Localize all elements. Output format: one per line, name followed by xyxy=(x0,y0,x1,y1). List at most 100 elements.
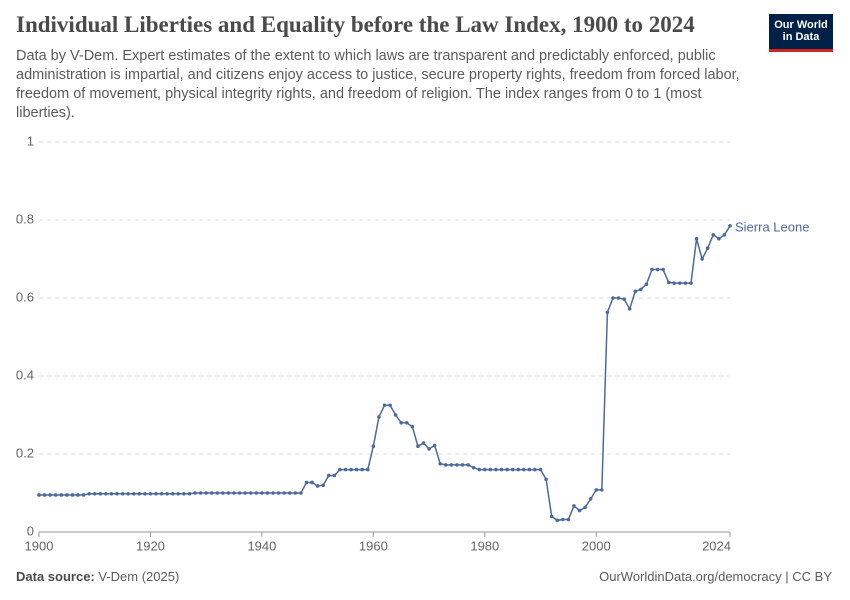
x-tick-label: 2024 xyxy=(702,538,731,553)
data-point xyxy=(76,493,80,497)
data-point xyxy=(572,504,576,508)
data-point xyxy=(655,267,660,272)
data-point xyxy=(354,467,359,472)
data-point xyxy=(388,403,392,408)
data-point xyxy=(644,282,649,287)
data-point xyxy=(577,508,582,513)
data-point xyxy=(265,491,270,495)
data-point xyxy=(600,488,604,492)
data-point xyxy=(499,467,504,472)
data-point xyxy=(159,491,164,496)
data-point xyxy=(516,467,521,472)
data-point xyxy=(533,467,537,472)
data-point xyxy=(338,467,342,472)
data-point xyxy=(505,467,509,472)
x-tick-label: 1920 xyxy=(136,538,165,553)
data-point xyxy=(728,224,732,228)
data-point xyxy=(404,421,409,425)
source-label: Data source: xyxy=(16,569,95,584)
x-tick-label: 1960 xyxy=(359,538,388,553)
data-point xyxy=(299,491,303,495)
data-point xyxy=(627,307,632,311)
data-point xyxy=(689,281,693,285)
data-point xyxy=(332,473,337,478)
data-point xyxy=(393,413,398,417)
data-point xyxy=(471,465,476,470)
data-point xyxy=(59,493,64,497)
logo-line: Our World xyxy=(774,19,828,31)
data-point xyxy=(583,505,587,510)
data-point xyxy=(226,491,231,495)
data-point xyxy=(221,491,225,495)
data-point xyxy=(304,480,309,485)
data-point xyxy=(349,467,353,472)
data-point xyxy=(666,280,671,285)
y-tick-label: 0 xyxy=(27,523,34,538)
data-point xyxy=(661,267,665,272)
data-point xyxy=(310,480,314,485)
data-point xyxy=(678,281,682,285)
data-point xyxy=(705,246,710,250)
data-point xyxy=(443,463,448,467)
data-point xyxy=(187,491,192,496)
data-point xyxy=(494,467,498,472)
data-point xyxy=(683,281,688,285)
data-point xyxy=(53,493,58,497)
data-point xyxy=(92,491,97,496)
data-point xyxy=(717,236,721,241)
data-point xyxy=(198,491,203,495)
data-point xyxy=(410,424,415,429)
series-label: Sierra Leone xyxy=(735,219,809,234)
data-point xyxy=(65,493,69,497)
data-point xyxy=(510,467,515,472)
x-tick-label: 1980 xyxy=(470,538,499,553)
data-point xyxy=(176,491,181,496)
data-point xyxy=(527,467,532,472)
data-point xyxy=(483,467,487,472)
data-point xyxy=(466,463,470,467)
data-point xyxy=(170,491,175,496)
data-point xyxy=(449,463,454,467)
data-point xyxy=(399,421,404,425)
y-tick-label: 0.2 xyxy=(16,445,34,460)
data-point xyxy=(594,488,599,492)
data-point xyxy=(87,491,91,496)
data-point xyxy=(538,467,543,472)
data-point xyxy=(460,463,465,467)
data-point xyxy=(371,444,376,449)
data-point xyxy=(711,233,716,237)
data-point xyxy=(137,491,142,496)
data-point xyxy=(143,491,147,496)
footer[interactable]: OurWorldinData.org/democracy | CC BY xyxy=(599,569,832,584)
data-point xyxy=(165,491,169,496)
data-point xyxy=(700,257,704,261)
data-point xyxy=(215,491,220,495)
y-tick-label: 0.6 xyxy=(16,289,34,304)
data-point xyxy=(70,493,75,497)
data-point xyxy=(522,467,526,472)
data-point xyxy=(271,491,275,495)
data-point xyxy=(148,491,153,496)
data-point xyxy=(488,467,493,472)
data-point xyxy=(566,517,571,522)
data-point xyxy=(421,441,426,445)
data-point xyxy=(120,491,125,496)
data-point xyxy=(544,477,548,482)
data-point xyxy=(42,493,47,497)
x-tick-label: 1940 xyxy=(247,538,276,553)
data-point xyxy=(616,296,621,300)
data-point xyxy=(193,491,197,495)
data-point xyxy=(48,493,52,497)
data-point xyxy=(282,491,286,495)
data-point xyxy=(416,444,420,449)
data-point xyxy=(694,236,699,241)
data-point xyxy=(477,467,482,472)
data-point xyxy=(432,443,437,448)
data-point xyxy=(98,491,103,496)
data-point xyxy=(260,491,264,495)
data-point xyxy=(360,467,365,472)
data-point xyxy=(561,517,565,522)
logo[interactable]: Our World in Data xyxy=(769,14,833,52)
